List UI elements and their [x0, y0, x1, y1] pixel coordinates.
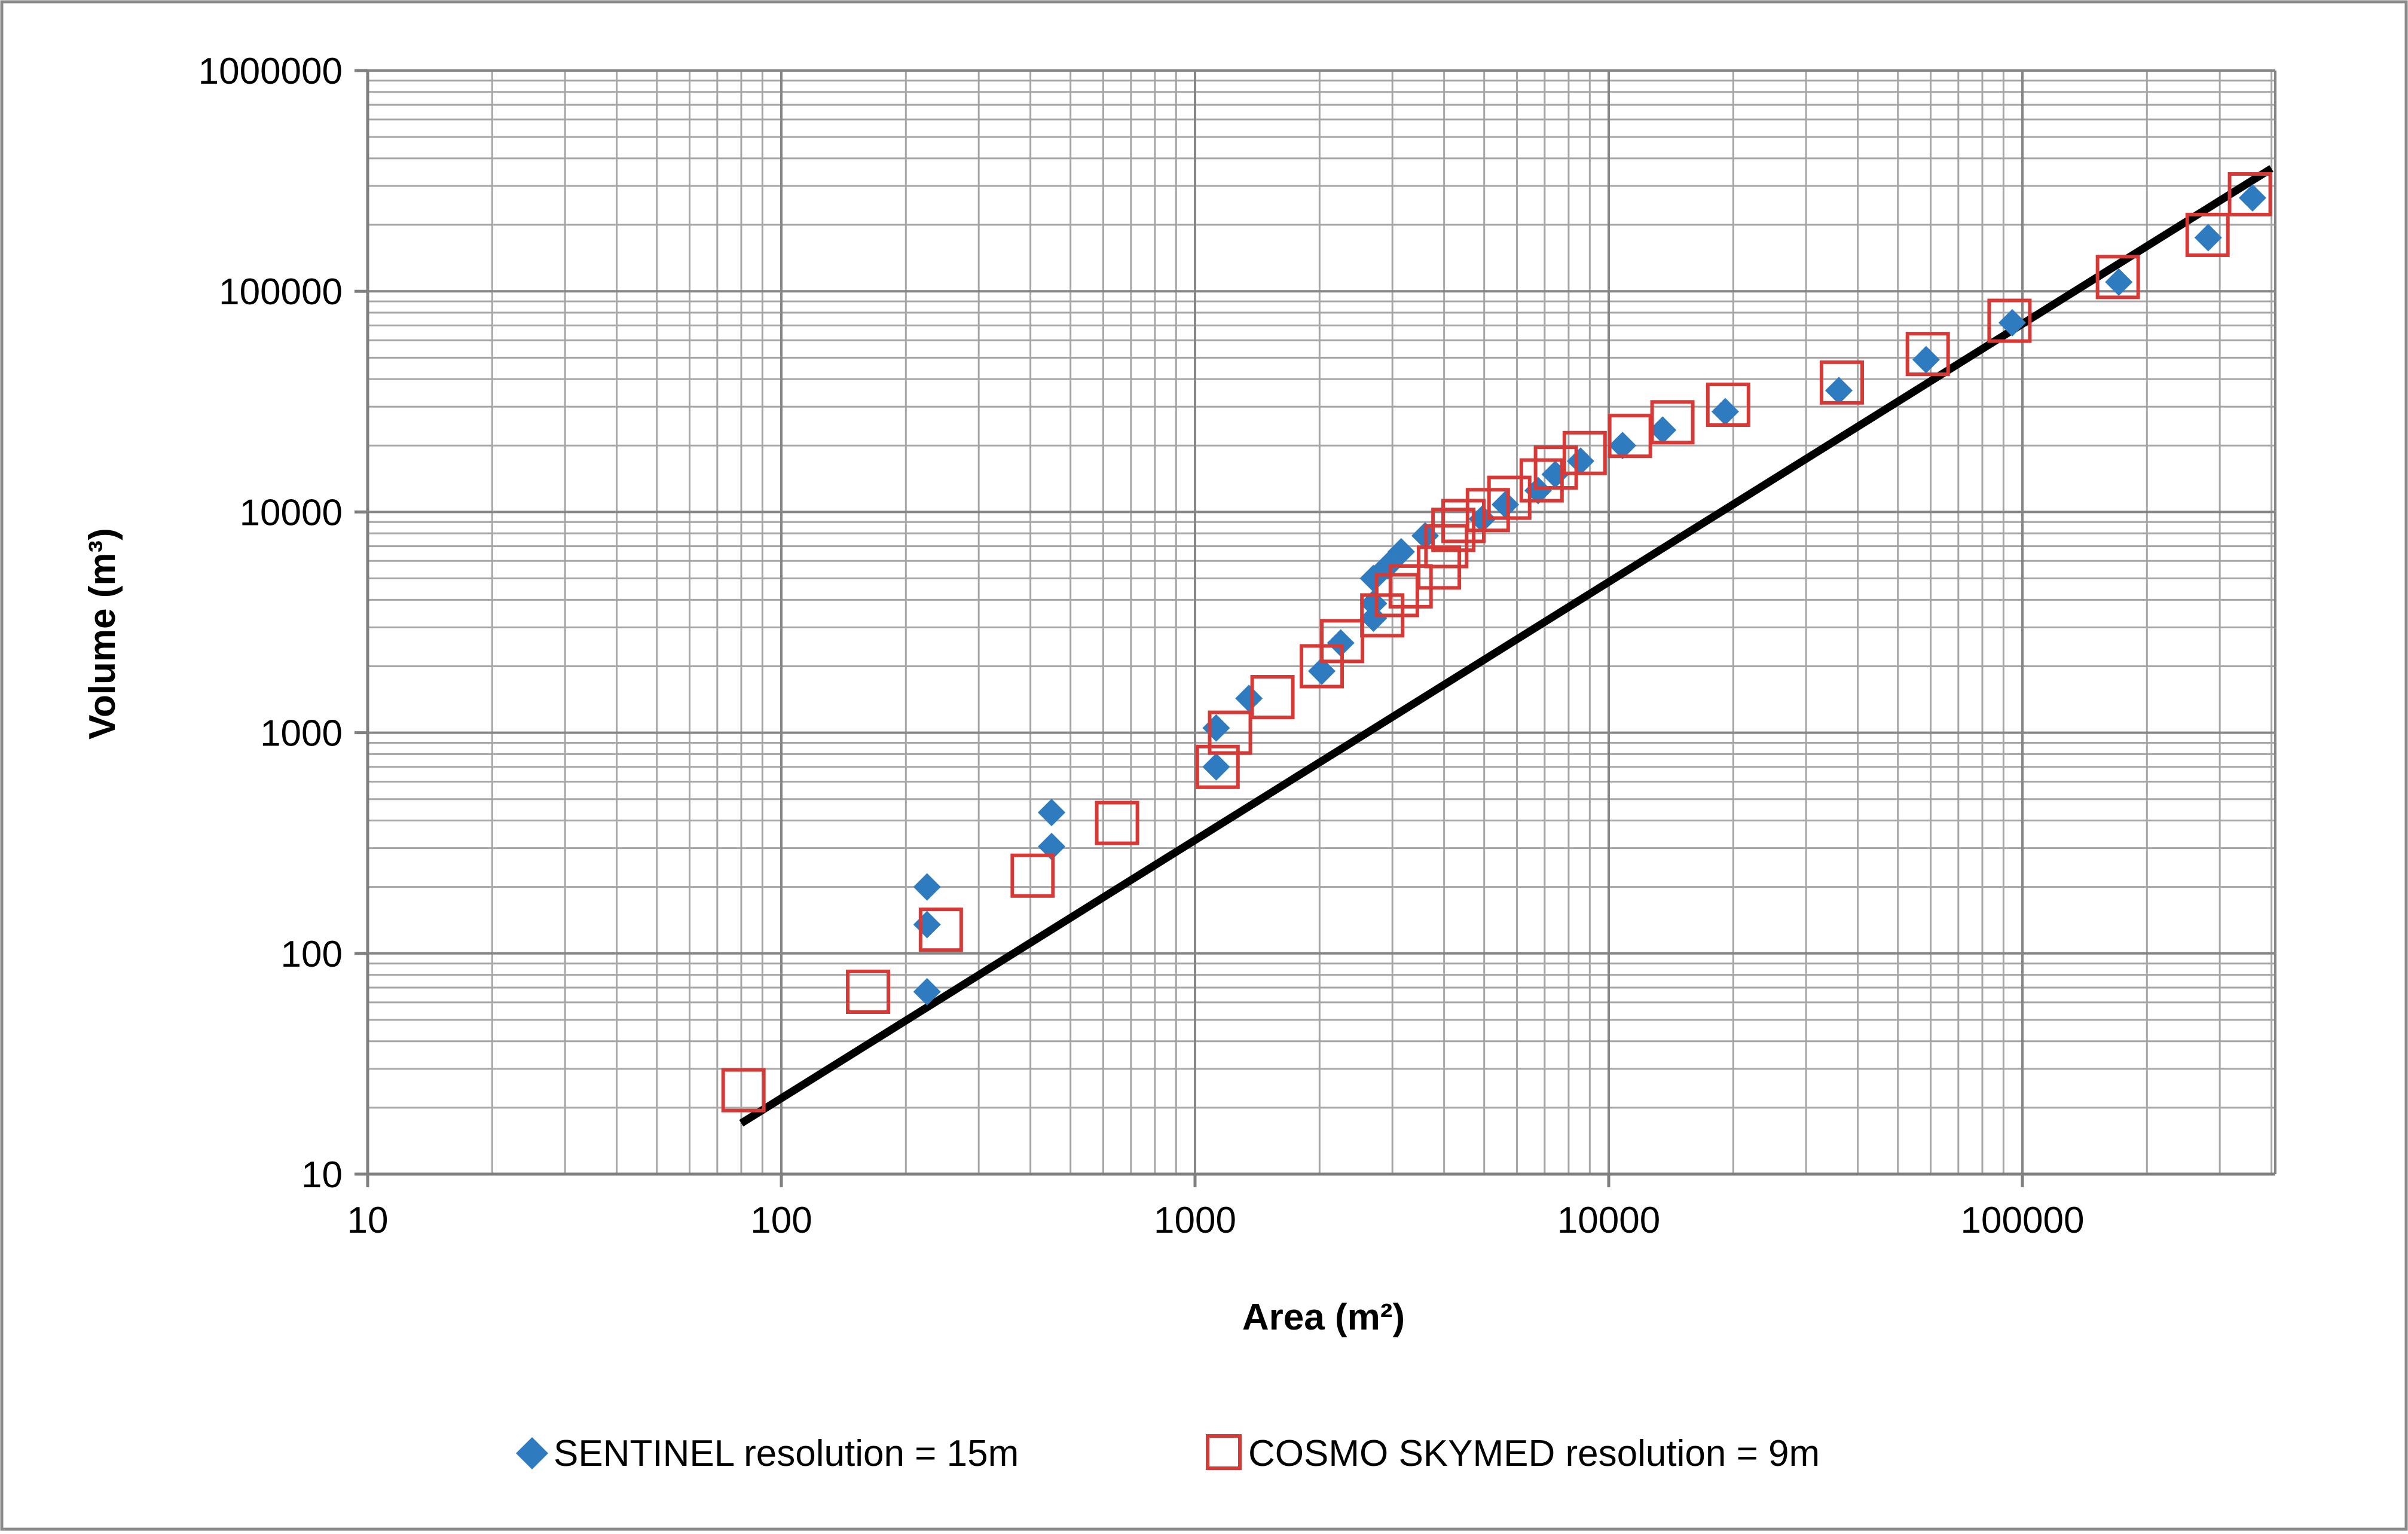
- sentinel-point: [1998, 308, 2026, 337]
- cosmo-skymed-point: [1820, 360, 1865, 405]
- x-tick-label: 100: [750, 1200, 812, 1241]
- cosmo-skymed-point: [1562, 430, 1607, 475]
- cosmo-skymed-point: [1987, 298, 2032, 343]
- sentinel-point: [2238, 184, 2266, 212]
- y-tick-label: 10: [301, 1154, 343, 1196]
- minor-gridlines: [368, 71, 2275, 1174]
- cosmo-skymed-point: [1195, 744, 1240, 789]
- cosmo-skymed-point: [845, 970, 890, 1014]
- cosmo-skymed-point: [1519, 458, 1564, 503]
- x-tick-label: 10: [347, 1200, 389, 1241]
- major-gridlines: [366, 69, 2276, 1175]
- legend-item-sentinel: SENTINEL resolution = 15m: [516, 1433, 1019, 1474]
- x-tick-labels: 10 100 1000 10000 100000: [347, 1200, 2085, 1241]
- sentinel-point: [1387, 538, 1415, 566]
- sentinel-point: [1566, 447, 1594, 475]
- sentinel-point: [913, 978, 941, 1006]
- sentinel-point: [1327, 629, 1355, 657]
- cosmo-skymed-point: [1320, 619, 1365, 664]
- legend-square-marker: [1206, 1434, 1242, 1470]
- cosmo-skymed-point: [1441, 499, 1486, 543]
- cosmo-skymed-point: [721, 1068, 766, 1113]
- y-tick-label: 10000: [240, 492, 343, 533]
- sentinel-point: [1308, 657, 1336, 685]
- legend: SENTINEL resolution = 15m COSMO SKYMED r…: [516, 1433, 1820, 1474]
- sentinel-point: [1038, 799, 1066, 827]
- cosmo-skymed-point: [918, 907, 963, 952]
- cosmo-skymed-point: [1208, 710, 1252, 755]
- sentinel-point: [1038, 832, 1066, 860]
- cosmo-skymed-point: [1905, 332, 1950, 377]
- legend-diamond-marker: [516, 1437, 548, 1469]
- cosmo-skymed-point: [1095, 800, 1139, 845]
- cosmo-skymed-point: [1487, 475, 1532, 520]
- cosmo-skymed-point: [2095, 255, 2140, 300]
- cosmo-skymed-point: [1250, 675, 1295, 720]
- sentinel-point: [2105, 268, 2133, 296]
- cosmo-skymed-point: [1424, 524, 1469, 569]
- cosmo-skymed-point: [2227, 172, 2272, 216]
- y-tick-label: 1000000: [198, 51, 343, 92]
- sentinel-point: [913, 873, 941, 901]
- y-tick-label: 100000: [219, 271, 343, 313]
- sentinel-point: [1609, 432, 1637, 460]
- legend-label-cosmo-skymed: COSMO SKYMED resolution = 9m: [1248, 1433, 1820, 1474]
- x-axis-title: Area (m²): [1242, 1297, 1405, 1338]
- sentinel-point: [2194, 224, 2222, 252]
- cosmo-skymed-point: [1706, 383, 1750, 427]
- y-tick-labels: 10 100 1000 10000 100000 1000000: [198, 51, 343, 1196]
- y-axis-title: Volume (m³): [82, 528, 123, 740]
- legend-label-sentinel: SENTINEL resolution = 15m: [554, 1433, 1019, 1474]
- sentinel-point: [1202, 753, 1230, 781]
- sentinel-point: [1492, 491, 1520, 519]
- y-tick-label: 1000: [260, 713, 343, 754]
- cosmo-skymed-point: [1650, 400, 1695, 445]
- cosmo-skymed-point: [1374, 573, 1419, 618]
- cosmo-skymed-series: [721, 172, 2272, 1113]
- x-tick-label: 100000: [1961, 1200, 2085, 1241]
- sentinel-point: [1711, 398, 1739, 426]
- y-tick-label: 100: [281, 934, 343, 975]
- cosmo-skymed-point: [1533, 445, 1578, 490]
- sentinel-point: [1825, 377, 1853, 405]
- legend-item-cosmo-skymed: COSMO SKYMED resolution = 9m: [1206, 1433, 1820, 1474]
- sentinel-point: [1649, 416, 1677, 444]
- axes: [355, 69, 2275, 1187]
- cosmo-skymed-point: [2185, 212, 2230, 257]
- sentinel-point: [1359, 604, 1388, 632]
- x-tick-label: 10000: [1557, 1200, 1660, 1241]
- cosmo-skymed-point: [1010, 853, 1055, 898]
- sentinel-point: [1912, 346, 1940, 374]
- sentinel-point: [1235, 685, 1263, 713]
- x-tick-label: 1000: [1154, 1200, 1236, 1241]
